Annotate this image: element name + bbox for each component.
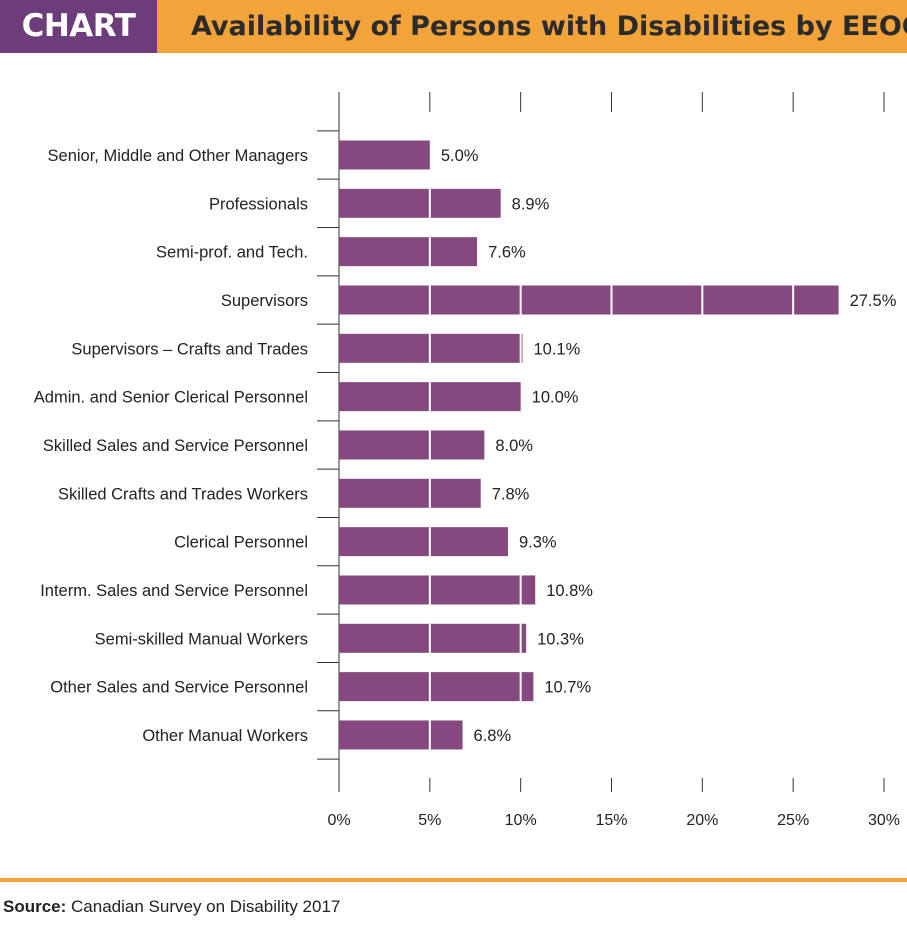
chart-title: Availability of Persons with Disabilitie…	[157, 0, 907, 53]
data-label: 5.0%	[441, 147, 479, 165]
category-label: Clerical Personnel	[174, 534, 308, 552]
divider-rule	[0, 878, 907, 882]
bar	[339, 237, 478, 267]
category-label: Interm. Sales and Service Personnel	[40, 582, 308, 600]
category-label: Other Sales and Service Personnel	[50, 679, 308, 697]
data-label: 10.8%	[546, 582, 593, 600]
category-label: Semi-prof. and Tech.	[156, 244, 308, 262]
category-label: Admin. and Senior Clerical Personnel	[34, 389, 308, 407]
bar	[339, 285, 839, 315]
x-tick-label: 30%	[868, 812, 900, 829]
data-label: 6.8%	[474, 727, 512, 745]
data-label: 8.9%	[512, 195, 550, 213]
data-label: 10.0%	[532, 389, 579, 407]
bar	[339, 623, 527, 653]
source-label: Source:	[3, 897, 67, 916]
data-label: 27.5%	[850, 292, 897, 310]
bar	[339, 430, 485, 460]
data-label: 10.7%	[544, 679, 591, 697]
data-label: 10.3%	[537, 630, 584, 648]
category-label: Professionals	[209, 195, 308, 213]
category-label: Other Manual Workers	[142, 727, 308, 745]
data-label: 9.3%	[519, 534, 557, 552]
data-label: 10.1%	[533, 340, 580, 358]
x-tick-label: 15%	[595, 812, 627, 829]
x-tick-label: 20%	[686, 812, 718, 829]
chart-number-tag: CHART 24	[0, 0, 157, 97]
category-label: Skilled Crafts and Trades Workers	[58, 485, 308, 503]
bar	[339, 672, 534, 702]
bar	[339, 140, 430, 170]
category-label: Semi-skilled Manual Workers	[95, 630, 308, 648]
bar	[339, 188, 501, 218]
category-label: Supervisors – Crafts and Trades	[71, 340, 308, 358]
bar	[339, 478, 481, 508]
bar	[339, 575, 536, 605]
category-label: Supervisors	[221, 292, 308, 310]
data-label: 7.8%	[492, 485, 530, 503]
x-tick-label: 5%	[418, 812, 441, 829]
source-text: Canadian Survey on Disability 2017	[71, 897, 341, 916]
bar	[339, 527, 508, 557]
bar-chart: 0% 5% 10% 15% 20% 25% 30% Senior, Middle and Ot…	[34, 92, 900, 829]
data-label: 8.0%	[495, 437, 533, 455]
category-label: Skilled Sales and Service Personnel	[43, 437, 308, 455]
data-label: 7.6%	[488, 244, 526, 262]
x-tick-label: 25%	[777, 812, 809, 829]
x-tick-label: 10%	[505, 812, 537, 829]
bar	[339, 720, 463, 750]
chart-header: CHART 24 Availability of Persons with Di…	[0, 0, 907, 97]
source-note: Source: Canadian Survey on Disability 20…	[3, 897, 340, 917]
x-tick-label: 0%	[327, 812, 350, 829]
category-label: Senior, Middle and Other Managers	[48, 147, 308, 165]
